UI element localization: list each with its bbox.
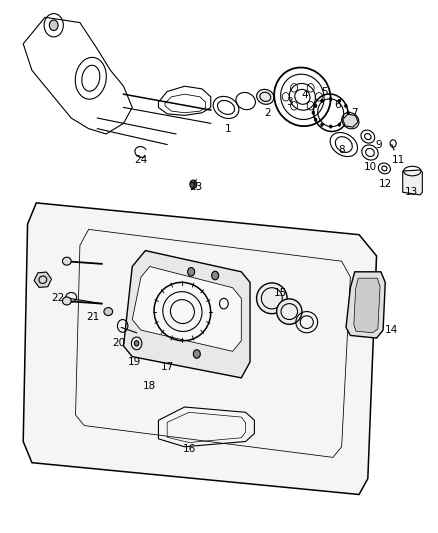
Text: 13: 13 bbox=[404, 187, 417, 197]
Circle shape bbox=[328, 125, 331, 128]
Ellipse shape bbox=[62, 257, 71, 265]
Text: 7: 7 bbox=[350, 108, 357, 118]
Text: 22: 22 bbox=[51, 293, 64, 303]
Circle shape bbox=[337, 123, 340, 126]
Text: 17: 17 bbox=[160, 362, 173, 372]
Circle shape bbox=[187, 268, 194, 276]
Text: 20: 20 bbox=[113, 338, 125, 349]
Text: 24: 24 bbox=[134, 156, 147, 165]
Text: 11: 11 bbox=[391, 156, 404, 165]
Text: 15: 15 bbox=[273, 288, 286, 298]
Text: 1: 1 bbox=[224, 124, 231, 134]
Polygon shape bbox=[34, 272, 51, 287]
Polygon shape bbox=[342, 114, 357, 127]
Text: 12: 12 bbox=[378, 179, 391, 189]
Text: 16: 16 bbox=[182, 445, 195, 455]
Text: 19: 19 bbox=[127, 357, 141, 367]
Text: 5: 5 bbox=[320, 86, 327, 96]
Ellipse shape bbox=[104, 308, 113, 316]
Text: 14: 14 bbox=[384, 325, 398, 335]
Circle shape bbox=[346, 111, 349, 114]
Polygon shape bbox=[345, 272, 385, 338]
Text: 10: 10 bbox=[363, 162, 376, 172]
Polygon shape bbox=[132, 266, 241, 351]
Polygon shape bbox=[123, 251, 250, 378]
Text: 23: 23 bbox=[188, 182, 201, 192]
Circle shape bbox=[314, 118, 316, 121]
Ellipse shape bbox=[256, 90, 273, 104]
Circle shape bbox=[320, 99, 322, 102]
Circle shape bbox=[320, 123, 322, 126]
Ellipse shape bbox=[62, 297, 71, 305]
Polygon shape bbox=[402, 170, 421, 195]
Circle shape bbox=[311, 111, 314, 114]
Polygon shape bbox=[353, 278, 379, 333]
Ellipse shape bbox=[256, 283, 286, 314]
Text: 4: 4 bbox=[300, 90, 307, 100]
Text: 2: 2 bbox=[264, 108, 270, 118]
Circle shape bbox=[49, 20, 58, 30]
Text: 3: 3 bbox=[285, 97, 292, 107]
Ellipse shape bbox=[276, 299, 301, 324]
Circle shape bbox=[193, 350, 200, 358]
Text: 8: 8 bbox=[338, 145, 344, 155]
Circle shape bbox=[337, 99, 340, 102]
Circle shape bbox=[328, 98, 331, 101]
Text: 21: 21 bbox=[86, 312, 99, 322]
Text: 9: 9 bbox=[374, 140, 381, 150]
Circle shape bbox=[211, 271, 218, 280]
Circle shape bbox=[314, 104, 316, 108]
Text: 6: 6 bbox=[333, 100, 340, 110]
Circle shape bbox=[134, 341, 138, 346]
Circle shape bbox=[344, 104, 346, 108]
Text: 18: 18 bbox=[143, 381, 156, 391]
Polygon shape bbox=[23, 203, 376, 495]
Circle shape bbox=[189, 180, 196, 189]
Circle shape bbox=[344, 118, 346, 121]
